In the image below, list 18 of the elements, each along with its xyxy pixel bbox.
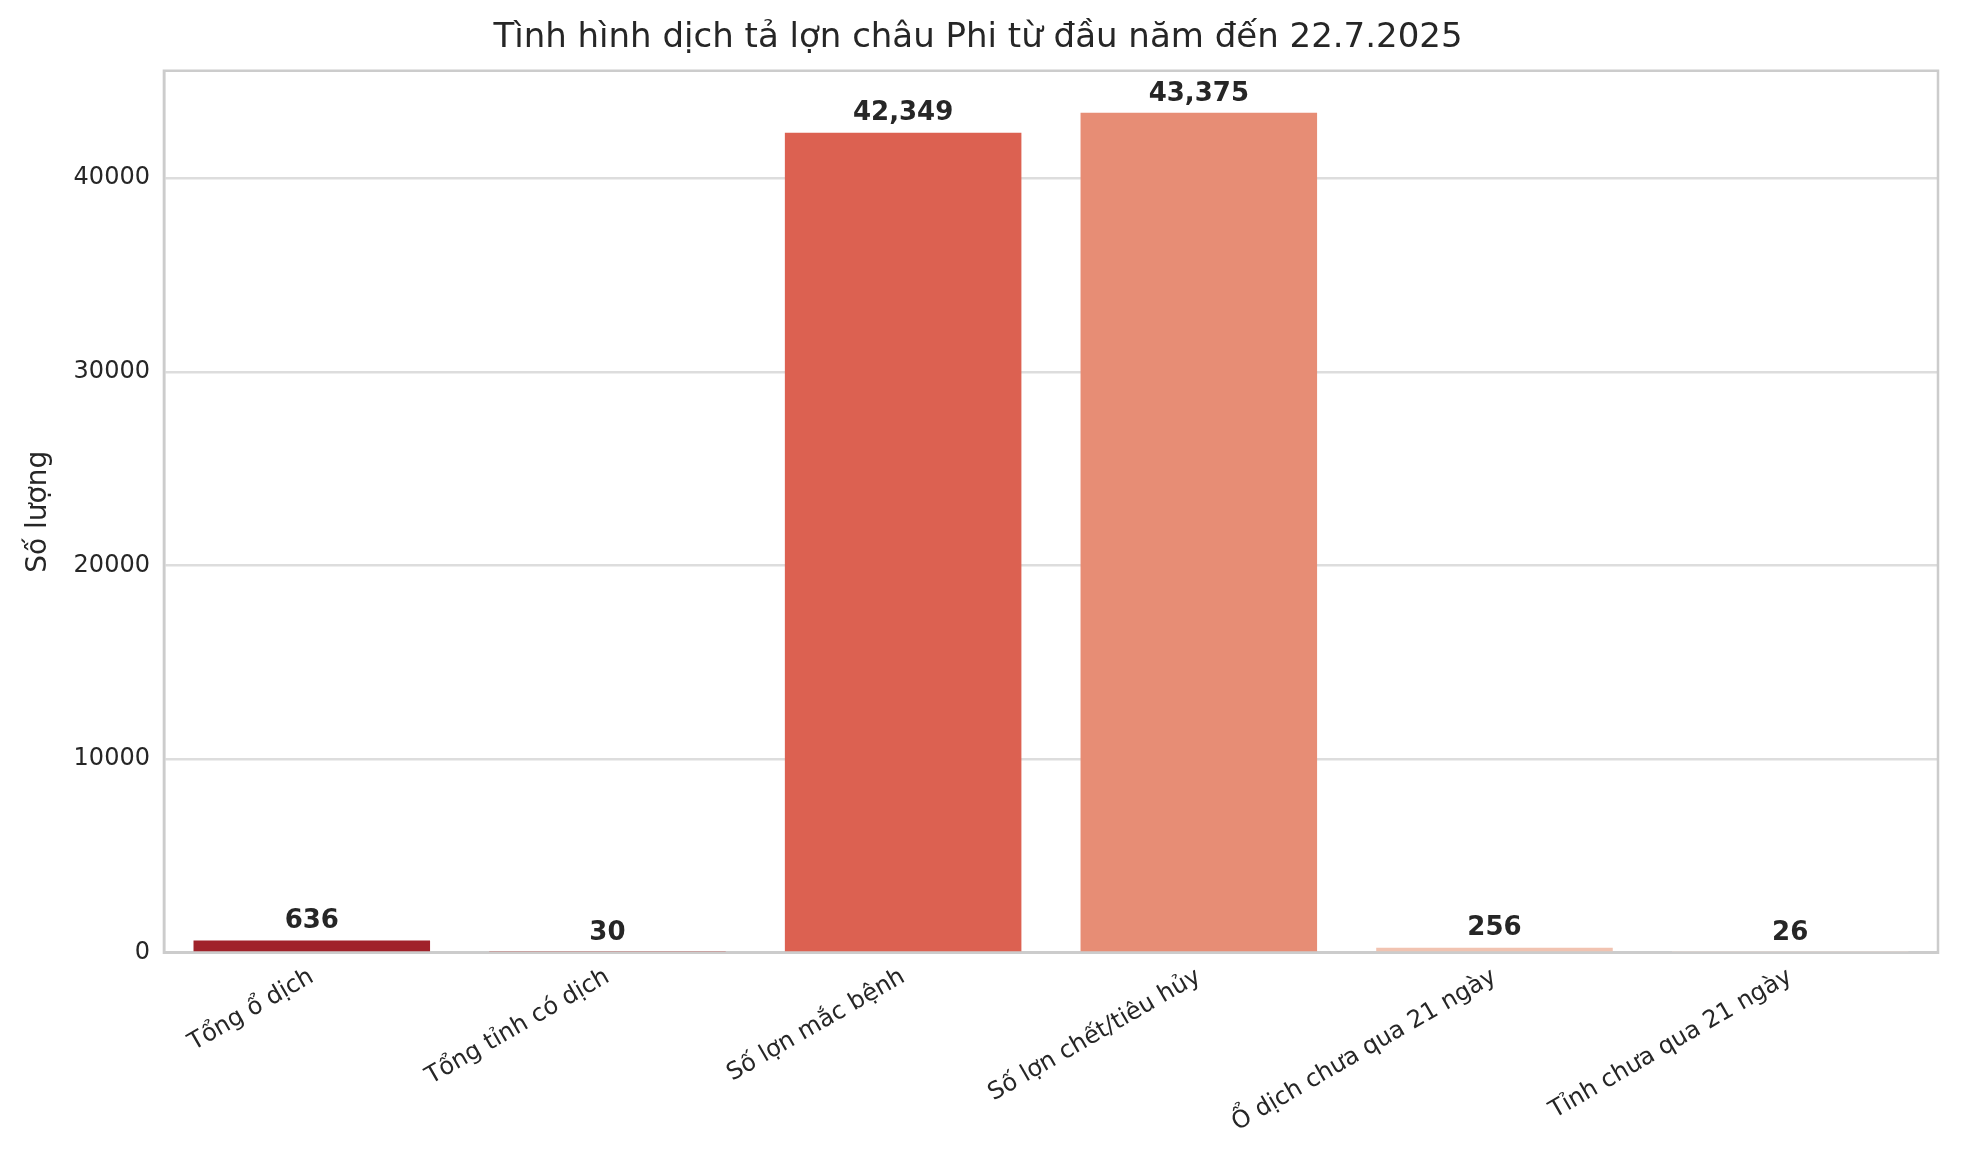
data-label: 42,349: [852, 96, 954, 127]
x-tick-label: Tỉnh chưa qua 21 ngày: [1542, 961, 1797, 1124]
data-label: 256: [1467, 911, 1522, 942]
y-tick-label: 0: [134, 936, 150, 965]
data-label: 43,375: [1148, 76, 1249, 107]
x-tick-label: Ổ dịch chưa qua 21 ngày: [1223, 957, 1501, 1137]
y-tick-label: 10000: [73, 743, 150, 772]
data-label: 26: [1772, 915, 1809, 946]
y-tick-label: 40000: [73, 162, 150, 191]
x-tick-label: Tổng tỉnh có dịch: [419, 961, 614, 1090]
y-tick-label: 30000: [73, 356, 150, 385]
x-tick-label: Tổng ổ dịch: [181, 961, 318, 1057]
y-tick-label: 20000: [73, 549, 150, 578]
data-label: 30: [589, 915, 626, 946]
data-label: 636: [284, 904, 339, 935]
chart-title: Tình hình dịch tả lợn châu Phi từ đầu năm đến 22.7.2025: [492, 15, 1463, 56]
x-tick-label: Số lợn mắc bệnh: [720, 960, 910, 1087]
y-axis-title: Số lượng: [20, 450, 54, 573]
